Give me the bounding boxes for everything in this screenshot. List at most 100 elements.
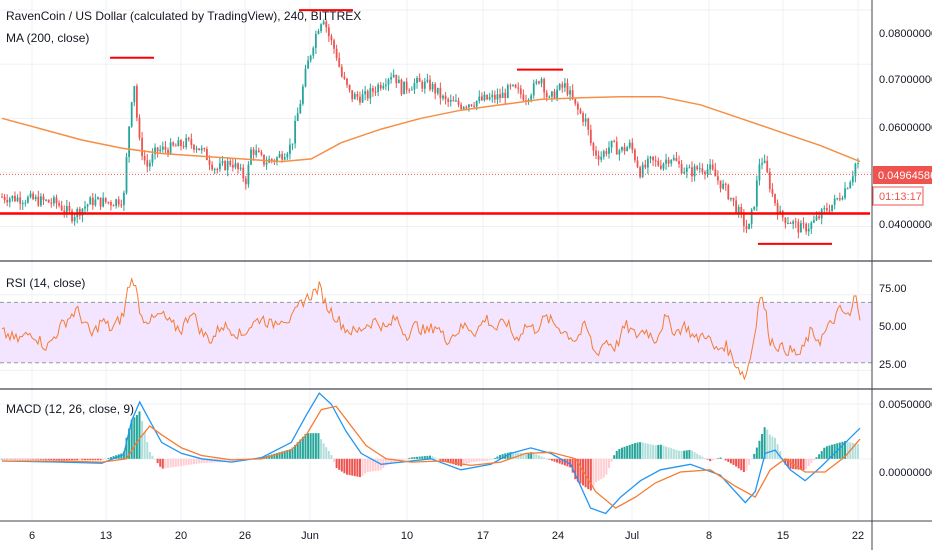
candle-body — [81, 208, 84, 216]
macd-histogram-bar — [441, 458, 444, 462]
ma-200-line — [1, 95, 861, 163]
macd-histogram-bar — [94, 458, 97, 461]
macd-histogram-bar — [182, 458, 185, 466]
candle-body — [320, 24, 322, 32]
candle-body — [532, 83, 535, 96]
macd-histogram-bar — [475, 458, 478, 462]
macd-histogram-bar — [524, 453, 527, 459]
candle-body — [475, 100, 478, 107]
candle-body — [123, 192, 125, 206]
candle-body — [317, 31, 320, 34]
candle-body — [789, 222, 792, 224]
macd-histogram-bar — [104, 458, 107, 460]
candle-body — [579, 109, 582, 114]
macd-histogram-bar — [138, 411, 141, 459]
candle-body — [14, 195, 16, 202]
macd-histogram-bar — [742, 458, 745, 473]
macd-histogram-bar — [128, 428, 131, 459]
candle-body — [675, 158, 678, 161]
macd-histogram-bar — [639, 442, 642, 459]
macd-histogram-bar — [703, 458, 706, 459]
candle-body — [182, 146, 185, 148]
macd-histogram-bar — [556, 458, 559, 463]
candle-body — [94, 199, 97, 206]
macd-histogram-bar — [802, 458, 805, 471]
macd-histogram-bar — [141, 420, 144, 459]
macd-pane[interactable] — [1, 392, 861, 515]
ma-legend[interactable]: MA (200, close) — [6, 31, 89, 45]
macd-histogram-bar — [390, 458, 393, 464]
candle-body — [112, 205, 115, 207]
candle-body — [813, 220, 815, 223]
macd-histogram-bar — [6, 458, 9, 460]
candle-body — [519, 88, 522, 95]
candle-body — [719, 180, 722, 189]
macd-histogram-bar — [740, 458, 743, 471]
candle-body — [722, 183, 725, 189]
time-tick-label: 13 — [100, 530, 112, 542]
candle-body — [237, 163, 239, 169]
candle-body — [818, 216, 820, 219]
rsi-legend[interactable]: RSI (14, close) — [6, 276, 85, 290]
candle-body — [444, 95, 447, 100]
candle-body — [672, 158, 675, 161]
candle-body — [696, 166, 699, 170]
candle-body — [218, 163, 221, 170]
macd-histogram-bar — [571, 458, 574, 473]
macd-histogram-bar — [657, 444, 660, 459]
candle-body — [221, 161, 224, 164]
macd-histogram-bar — [719, 457, 722, 459]
candle-body — [283, 157, 286, 160]
candle-body — [805, 223, 808, 232]
macd-histogram-bar — [470, 458, 473, 463]
macd-histogram-bar — [665, 446, 668, 459]
candle-body — [426, 79, 429, 82]
macd-histogram-bar — [203, 458, 206, 463]
macd-histogram-bar — [190, 458, 193, 465]
candle-body — [468, 104, 470, 108]
candle-body — [706, 169, 709, 174]
macd-histogram-bar — [273, 453, 276, 459]
macd-histogram-bar — [706, 458, 709, 460]
candle-body — [242, 167, 245, 179]
price-pane[interactable] — [0, 9, 872, 245]
candle-body — [825, 208, 828, 211]
candle-body — [649, 156, 652, 159]
candle-body — [32, 193, 35, 200]
candle-body — [763, 160, 766, 163]
macd-histogram-bar — [400, 458, 403, 461]
candle-body — [333, 40, 335, 49]
macd-signal-line — [2, 405, 861, 509]
candle-body — [244, 178, 247, 185]
candle-body — [680, 163, 683, 174]
macd-histogram-bar — [224, 458, 227, 462]
macd-histogram-bar — [42, 458, 45, 460]
candle-body — [216, 169, 219, 171]
candle-body — [309, 55, 312, 61]
time-tick-label: 15 — [777, 530, 789, 542]
candle-body — [665, 159, 667, 164]
macd-histogram-bar — [846, 441, 849, 459]
candle-body — [854, 163, 857, 177]
macd-histogram-bar — [501, 454, 504, 459]
candle-body — [589, 129, 592, 144]
macd-histogram-bar — [602, 458, 605, 478]
macd-legend[interactable]: MACD (12, 26, close, 9) — [6, 402, 134, 416]
macd-histogram-bar — [678, 450, 681, 459]
macd-histogram-bar — [413, 457, 416, 459]
macd-histogram-bar — [11, 458, 14, 460]
rsi-pane[interactable] — [0, 276, 872, 381]
macd-histogram-bar — [818, 454, 821, 459]
candle-body — [761, 162, 763, 165]
time-axis[interactable]: 6 13 20 26 Jun 10 17 24 Jul 8 15 22 — [29, 530, 864, 542]
candle-body — [530, 95, 533, 100]
candle-body — [701, 168, 704, 172]
candle-body — [431, 84, 434, 90]
candle-body — [374, 91, 377, 93]
macd-histogram-bar — [618, 449, 621, 459]
macd-histogram-bar — [543, 457, 546, 459]
candle-body — [195, 148, 198, 150]
candle-body — [418, 77, 421, 82]
